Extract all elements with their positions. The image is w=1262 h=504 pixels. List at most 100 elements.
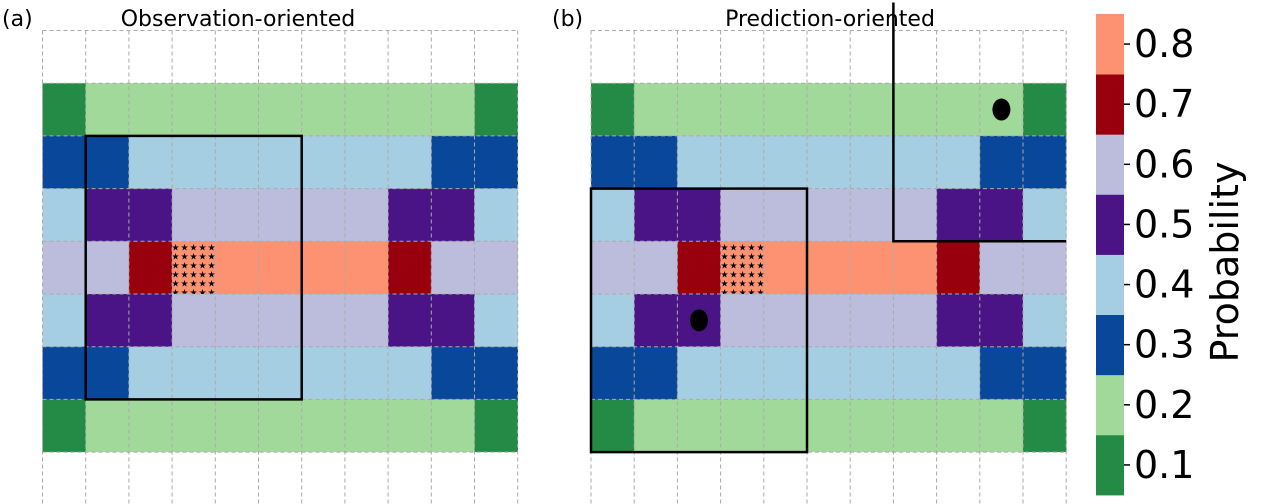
colorbar-swatch [1096,14,1124,75]
heatmap-cell [893,294,937,347]
heatmap-cell [42,30,86,84]
heatmap-cell [215,346,259,400]
heatmap-cell [893,241,937,295]
heatmap-cell [388,135,432,189]
heatmap-cell [979,241,1024,295]
heatmap-cell [85,30,130,84]
heatmap-cell [258,135,302,189]
heatmap-cell [850,241,894,295]
heatmap-cell [85,83,130,137]
panel-prediction-oriented: (b) Prediction-oriented [552,2,1067,504]
colorbar-swatch [1096,434,1124,496]
heatmap-cell [344,346,389,400]
heatmap-cell [1023,294,1067,347]
colorbar-swatches [1096,14,1124,496]
heatmap-cell [301,399,346,453]
overlay-b [589,2,1067,504]
heatmap-cell [388,399,432,453]
marker-dot [992,98,1011,121]
colorbar-tick-label: 0.4 [1134,263,1194,307]
heatmap-cell [344,294,389,347]
heatmap-cell [344,135,389,189]
heatmap-cell [850,188,894,242]
heatmap-cell [1023,241,1067,295]
heatmap-grid-b [591,30,1067,504]
overlay-a [42,30,519,504]
heatmap-cell [979,346,1024,400]
heatmap-cell [807,399,851,453]
heatmap-cell [1023,452,1067,504]
heatmap-cell [474,294,518,347]
colorbar-swatch [1096,134,1124,195]
heatmap-cell [258,241,302,295]
heatmap-cell [431,188,475,242]
heatmap-cell [634,83,678,137]
colorbar-tick-label: 0.1 [1134,443,1194,487]
heatmap-cell [763,452,808,504]
colorbar-swatch [1096,74,1124,135]
heatmap-cell [85,346,130,400]
heatmap-cell [979,294,1024,347]
heatmap-cell [42,83,86,137]
heatmap-cell [128,399,173,453]
colorbar: 0.1 0.2 0.3 0.4 0.5 0.6 0.7 0.8 Probability [1096,14,1247,496]
panel-observation-oriented: (a) Observation-oriented [2,7,519,504]
heatmap-cell [42,294,86,347]
heatmap-cell [431,294,475,347]
heatmap-cell [720,346,765,400]
heatmap-cell [474,346,518,400]
heatmap-cell [215,188,259,242]
heatmap-cell [893,30,937,84]
heatmap-cell [720,135,765,189]
heatmap-cell [172,30,216,84]
heatmap-cell [1023,188,1067,242]
heatmap-cell [172,346,216,400]
heatmap-cell [42,135,86,189]
heatmap-cell [1023,399,1067,453]
heatmap-cell [591,399,635,453]
heatmap-cell [807,241,851,295]
heatmap-cell [344,399,389,453]
heatmap-cell [388,241,432,295]
heatmap-cell [1023,83,1067,137]
heatmap-cell [301,30,346,84]
heatmap-cell [42,452,86,504]
region-box [589,187,809,454]
heatmap-cell [258,452,302,504]
heatmap-cell [893,83,937,137]
heatmap-cell [677,188,721,242]
heatmap-cell [893,452,937,504]
heatmap-cell [1023,30,1067,84]
heatmap-cell [85,241,130,295]
heatmap-cell [591,135,635,189]
heatmap-cell [1023,135,1067,189]
heatmap-cell [258,188,302,242]
heatmap-cell [344,241,389,295]
heatmap-cell [634,30,678,84]
heatmap-cell [634,135,678,189]
heatmap-cell [850,399,894,453]
heatmap-cell [936,346,981,400]
heatmap-cell [388,346,432,400]
colorbar-tick-label: 0.2 [1134,383,1194,427]
heatmap-cell [720,83,765,137]
heatmap-cell [42,346,86,400]
heatmap-cell [677,83,721,137]
heatmap-cell [85,135,130,189]
heatmap-cell [936,30,981,84]
heatmap-cell [763,30,808,84]
heatmap-cell [936,241,981,295]
heatmap-cell [344,83,389,137]
heatmap-cell [85,294,130,347]
heatmap-cell [172,135,216,189]
heatmap-cell [128,188,173,242]
heatmap-cell [591,30,635,84]
heatmap-cell [258,399,302,453]
heatmap-cell [258,346,302,400]
heatmap-cell [936,188,981,242]
heatmap-cell [431,399,475,453]
heatmap-cell [591,294,635,347]
heatmap-cell [215,30,259,84]
heatmap-cell [850,135,894,189]
